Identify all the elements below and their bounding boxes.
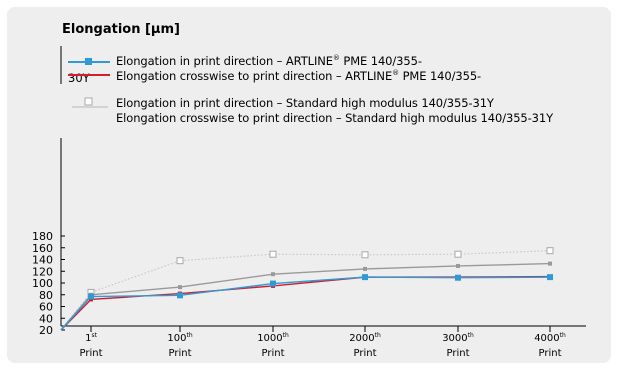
x-tick-label: 2000th xyxy=(349,332,381,344)
series-line-artline_cross xyxy=(60,275,551,331)
x-tick-label: 4000th xyxy=(534,332,566,344)
legend-text-artline-print-a: Elongation in print direction – ARTLINE xyxy=(116,54,333,68)
x-tick-label-word: Print xyxy=(353,348,376,359)
y-tick-label: 60 xyxy=(39,301,53,314)
y-tick-label: 80 xyxy=(39,289,53,302)
legend-entry-artline-cross: Elongation crosswise to print direction … xyxy=(116,69,481,83)
data-point-std_cross xyxy=(456,263,460,268)
legend-marker-artline-print xyxy=(85,58,92,65)
y-tick-label: 140 xyxy=(32,254,53,267)
chart-card xyxy=(7,7,611,363)
data-point-std_cross xyxy=(363,266,367,271)
x-tick-label-word: Print xyxy=(538,348,561,359)
data-point-std_print xyxy=(176,257,184,265)
data-point-std_print xyxy=(546,247,554,255)
data-point-artline_print xyxy=(177,292,183,299)
series-line-artline_print xyxy=(60,276,551,331)
data-point-artline_print xyxy=(547,274,553,281)
legend-entry-std-cross: Elongation crosswise to print direction … xyxy=(116,111,554,125)
data-point-std_cross xyxy=(178,285,182,290)
data-point-std_print xyxy=(269,250,277,258)
registered-mark: ® xyxy=(392,69,400,78)
legend-entry-std-print: Elongation in print direction – Standard… xyxy=(116,96,494,110)
legend-text-artline-cross-a: Elongation crosswise to print direction … xyxy=(116,69,393,83)
y-axis-title: Elongation [µm] xyxy=(62,22,180,37)
legend-entry-artline-print: Elongation in print direction – ARTLINE®… xyxy=(116,54,422,68)
data-point-std_print xyxy=(454,250,462,258)
y-tick-label: 160 xyxy=(32,242,53,255)
x-tick-label-word: Print xyxy=(79,348,102,359)
y-tick-label: 40 xyxy=(39,312,53,325)
data-point-artline_print xyxy=(270,280,276,287)
legend-marker-std-print xyxy=(84,97,93,106)
data-point-std_cross xyxy=(271,272,275,277)
y-tick-label: 20 xyxy=(39,324,53,337)
data-point-std_cross xyxy=(548,261,552,266)
data-point-artline_print xyxy=(455,274,461,281)
legend-markers xyxy=(60,46,110,108)
registered-mark: ® xyxy=(332,54,340,63)
x-tick-label-word: Print xyxy=(261,348,284,359)
data-point-artline_print xyxy=(362,274,368,281)
x-tick-label: 100th xyxy=(167,332,192,344)
data-point-artline_print xyxy=(88,293,94,300)
data-point-std_print xyxy=(361,251,369,259)
x-tick-label-word: Print xyxy=(446,348,469,359)
x-tick-label: 1000th xyxy=(257,332,289,344)
y-tick-label: 180 xyxy=(32,230,53,243)
x-tick-label-word: Print xyxy=(168,348,191,359)
legend-text-artline-cross-b: PME 140/355- xyxy=(402,69,482,83)
y-tick-label: 100 xyxy=(32,277,53,290)
x-tick-label: 3000th xyxy=(442,332,474,344)
y-tick-label: 120 xyxy=(32,265,53,278)
legend-text-artline-print-b: PME 140/355- xyxy=(343,54,422,68)
x-tick-label: 1st xyxy=(85,332,98,344)
